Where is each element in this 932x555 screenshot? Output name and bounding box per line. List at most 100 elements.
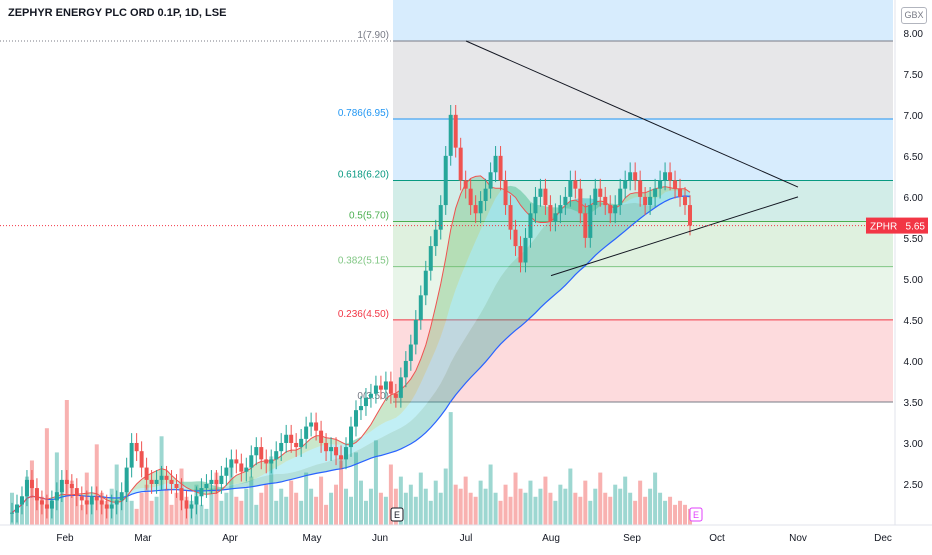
volume-bar xyxy=(573,492,578,525)
volume-bar xyxy=(448,412,453,525)
volume-bar xyxy=(513,472,518,525)
x-tick-label: Sep xyxy=(623,533,641,544)
earnings-marker xyxy=(390,507,404,522)
volume-bar xyxy=(488,464,493,525)
candle-body xyxy=(443,155,448,206)
volume-bar xyxy=(418,472,423,525)
y-tick-label: 5.00 xyxy=(904,275,924,286)
volume-bar xyxy=(59,488,64,525)
volume-bar xyxy=(518,488,523,525)
candle-body xyxy=(413,319,418,345)
candle-body xyxy=(244,467,249,472)
volume-bar xyxy=(398,476,403,525)
candle-body xyxy=(59,479,64,493)
candle-body xyxy=(368,393,373,398)
price-tag-symbol: ZPHR xyxy=(870,222,897,233)
candle-body xyxy=(633,172,638,181)
volume-bar xyxy=(493,492,498,525)
candle-body xyxy=(114,500,119,505)
candle-body xyxy=(129,442,134,468)
volume-bar xyxy=(319,476,324,525)
volume-bar xyxy=(74,496,79,525)
volume-bar xyxy=(578,496,583,525)
candle-body xyxy=(678,188,683,197)
candle-body xyxy=(49,500,54,509)
volume-bar xyxy=(244,488,249,525)
volume-bar xyxy=(274,500,279,525)
candle-body xyxy=(618,188,623,206)
volume-bar xyxy=(473,496,478,525)
candle-body xyxy=(418,295,423,320)
candle-body xyxy=(339,455,344,460)
candle-body xyxy=(169,479,174,484)
candle-body xyxy=(423,270,428,296)
volume-bar xyxy=(653,472,658,525)
candle-body xyxy=(24,479,29,497)
volume-bar xyxy=(428,500,433,525)
currency-badge[interactable]: GBX xyxy=(901,7,927,24)
candle-body xyxy=(124,467,129,493)
volume-bar xyxy=(299,500,304,525)
price-tag xyxy=(866,217,928,234)
candle-body xyxy=(299,438,304,448)
volume-bar xyxy=(558,484,563,525)
candle-body xyxy=(234,459,239,464)
candle-body xyxy=(588,205,593,238)
candle-body xyxy=(398,377,403,398)
candle-body xyxy=(598,188,603,197)
volume-bar xyxy=(668,496,673,525)
candle-body xyxy=(99,500,104,505)
candle-body xyxy=(383,381,388,390)
candle-body xyxy=(388,381,393,394)
volume-bar xyxy=(204,508,209,525)
volume-bar xyxy=(393,488,398,525)
fib-band xyxy=(393,118,893,181)
candle-body xyxy=(184,500,189,509)
volume-bar xyxy=(593,488,598,525)
candle-body xyxy=(219,475,224,484)
candle-body xyxy=(663,172,668,181)
volume-bar xyxy=(548,492,553,525)
volume-bar xyxy=(324,504,329,525)
candle-body xyxy=(214,479,219,484)
candle-body xyxy=(324,442,329,452)
volume-bar xyxy=(358,480,363,525)
candle-body xyxy=(344,447,349,460)
candle-body xyxy=(563,196,568,206)
volume-bar xyxy=(508,496,513,525)
volume-bar xyxy=(209,488,214,525)
volume-bar xyxy=(264,484,269,525)
candle-body xyxy=(29,479,34,489)
volume-bar xyxy=(304,472,309,525)
volume-bar xyxy=(598,472,603,525)
volume-bar xyxy=(673,504,678,525)
candle-body xyxy=(688,205,692,226)
candle-body xyxy=(408,344,413,361)
x-tick-label: Jun xyxy=(372,533,388,544)
candle-body xyxy=(10,512,14,514)
candle-body xyxy=(224,467,229,476)
volume-bar xyxy=(94,444,99,525)
volume-bar xyxy=(603,492,608,525)
candle-body xyxy=(249,455,254,468)
candle-body xyxy=(403,360,408,378)
candle-body xyxy=(179,488,184,501)
volume-bar xyxy=(249,476,254,525)
trendline xyxy=(550,196,799,277)
candle-body xyxy=(473,205,478,214)
candle-body xyxy=(568,180,573,197)
candle-body xyxy=(314,422,319,431)
candle-body xyxy=(94,496,99,501)
fib-label: 0(3.50) xyxy=(357,391,389,402)
volume-bar xyxy=(503,484,508,525)
volume-bar xyxy=(279,488,284,525)
candle-body xyxy=(353,410,358,427)
x-tick-label: Aug xyxy=(542,533,560,544)
volume-bar xyxy=(483,488,488,525)
volume-bar xyxy=(174,492,179,525)
y-tick-label: 5.50 xyxy=(904,234,924,245)
volume-bar xyxy=(64,400,69,525)
volume-bar xyxy=(44,428,49,525)
